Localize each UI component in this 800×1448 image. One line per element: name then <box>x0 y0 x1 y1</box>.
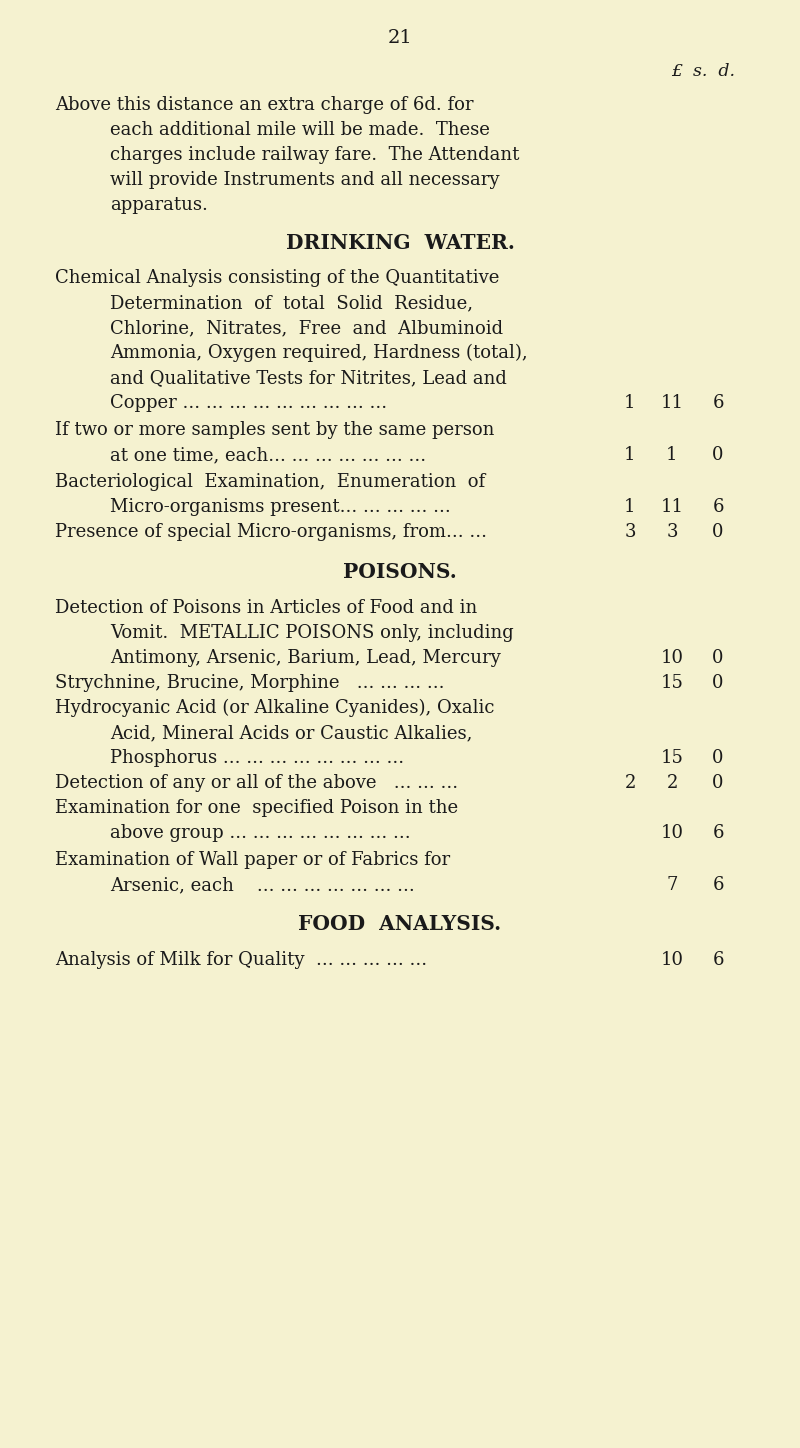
Text: FOOD  ANALYSIS.: FOOD ANALYSIS. <box>298 914 502 934</box>
Text: POISONS.: POISONS. <box>343 562 457 582</box>
Text: Micro-organisms present... ... ... ... ...: Micro-organisms present... ... ... ... .… <box>110 498 450 515</box>
Text: Determination  of  total  Solid  Residue,: Determination of total Solid Residue, <box>110 294 473 311</box>
Text: apparatus.: apparatus. <box>110 195 208 214</box>
Text: 2: 2 <box>624 775 636 792</box>
Text: Hydrocyanic Acid (or Alkaline Cyanides), Oxalic: Hydrocyanic Acid (or Alkaline Cyanides),… <box>55 699 494 717</box>
Text: 0: 0 <box>712 673 724 692</box>
Text: 0: 0 <box>712 749 724 767</box>
Text: Analysis of Milk for Quality  ... ... ... ... ...: Analysis of Milk for Quality ... ... ...… <box>55 951 427 969</box>
Text: 10: 10 <box>661 824 683 841</box>
Text: 21: 21 <box>388 29 412 46</box>
Text: 6: 6 <box>712 824 724 841</box>
Text: 1: 1 <box>624 394 636 413</box>
Text: each additional mile will be made.  These: each additional mile will be made. These <box>110 122 490 139</box>
Text: Bacteriological  Examination,  Enumeration  of: Bacteriological Examination, Enumeration… <box>55 473 485 491</box>
Text: Chlorine,  Nitrates,  Free  and  Albuminoid: Chlorine, Nitrates, Free and Albuminoid <box>110 319 503 337</box>
Text: 0: 0 <box>712 775 724 792</box>
Text: Examination of Wall paper or of Fabrics for: Examination of Wall paper or of Fabrics … <box>55 851 450 869</box>
Text: Examination for one  specified Poison in the: Examination for one specified Poison in … <box>55 799 458 817</box>
Text: Phosphorus ... ... ... ... ... ... ... ...: Phosphorus ... ... ... ... ... ... ... .… <box>110 749 404 767</box>
Text: 3: 3 <box>666 523 678 542</box>
Text: Vomit.  METALLIC POISONS only, including: Vomit. METALLIC POISONS only, including <box>110 624 514 641</box>
Text: 6: 6 <box>712 876 724 893</box>
Text: Arsenic, each    ... ... ... ... ... ... ...: Arsenic, each ... ... ... ... ... ... ..… <box>110 876 414 893</box>
Text: 1: 1 <box>666 446 678 463</box>
Text: 0: 0 <box>712 446 724 463</box>
Text: Acid, Mineral Acids or Caustic Alkalies,: Acid, Mineral Acids or Caustic Alkalies, <box>110 724 472 741</box>
Text: 0: 0 <box>712 649 724 668</box>
Text: Detection of any or all of the above   ... ... ...: Detection of any or all of the above ...… <box>55 775 458 792</box>
Text: If two or more samples sent by the same person: If two or more samples sent by the same … <box>55 421 494 439</box>
Text: 10: 10 <box>661 649 683 668</box>
Text: Ammonia, Oxygen required, Hardness (total),: Ammonia, Oxygen required, Hardness (tota… <box>110 343 528 362</box>
Text: Chemical Analysis consisting of the Quantitative: Chemical Analysis consisting of the Quan… <box>55 269 499 287</box>
Text: above group ... ... ... ... ... ... ... ...: above group ... ... ... ... ... ... ... … <box>110 824 410 841</box>
Text: £  s.  d.: £ s. d. <box>671 64 735 81</box>
Text: charges include railway fare.  The Attendant: charges include railway fare. The Attend… <box>110 146 519 164</box>
Text: Strychnine, Brucine, Morphine   ... ... ... ...: Strychnine, Brucine, Morphine ... ... ..… <box>55 673 445 692</box>
Text: 10: 10 <box>661 951 683 969</box>
Text: 3: 3 <box>624 523 636 542</box>
Text: 7: 7 <box>666 876 678 893</box>
Text: 0: 0 <box>712 523 724 542</box>
Text: 6: 6 <box>712 498 724 515</box>
Text: 6: 6 <box>712 951 724 969</box>
Text: 1: 1 <box>624 446 636 463</box>
Text: 11: 11 <box>661 394 683 413</box>
Text: 1: 1 <box>624 498 636 515</box>
Text: Detection of Poisons in Articles of Food and in: Detection of Poisons in Articles of Food… <box>55 599 478 617</box>
Text: at one time, each... ... ... ... ... ... ...: at one time, each... ... ... ... ... ...… <box>110 446 426 463</box>
Text: Copper ... ... ... ... ... ... ... ... ...: Copper ... ... ... ... ... ... ... ... .… <box>110 394 387 413</box>
Text: Above this distance an extra charge of 6d. for: Above this distance an extra charge of 6… <box>55 96 474 114</box>
Text: and Qualitative Tests for Nitrites, Lead and: and Qualitative Tests for Nitrites, Lead… <box>110 369 507 387</box>
Text: Presence of special Micro-organisms, from... ...: Presence of special Micro-organisms, fro… <box>55 523 487 542</box>
Text: 11: 11 <box>661 498 683 515</box>
Text: 2: 2 <box>666 775 678 792</box>
Text: 15: 15 <box>661 673 683 692</box>
Text: Antimony, Arsenic, Barium, Lead, Mercury: Antimony, Arsenic, Barium, Lead, Mercury <box>110 649 501 668</box>
Text: will provide Instruments and all necessary: will provide Instruments and all necessa… <box>110 171 499 190</box>
Text: DRINKING  WATER.: DRINKING WATER. <box>286 233 514 253</box>
Text: 6: 6 <box>712 394 724 413</box>
Text: 15: 15 <box>661 749 683 767</box>
